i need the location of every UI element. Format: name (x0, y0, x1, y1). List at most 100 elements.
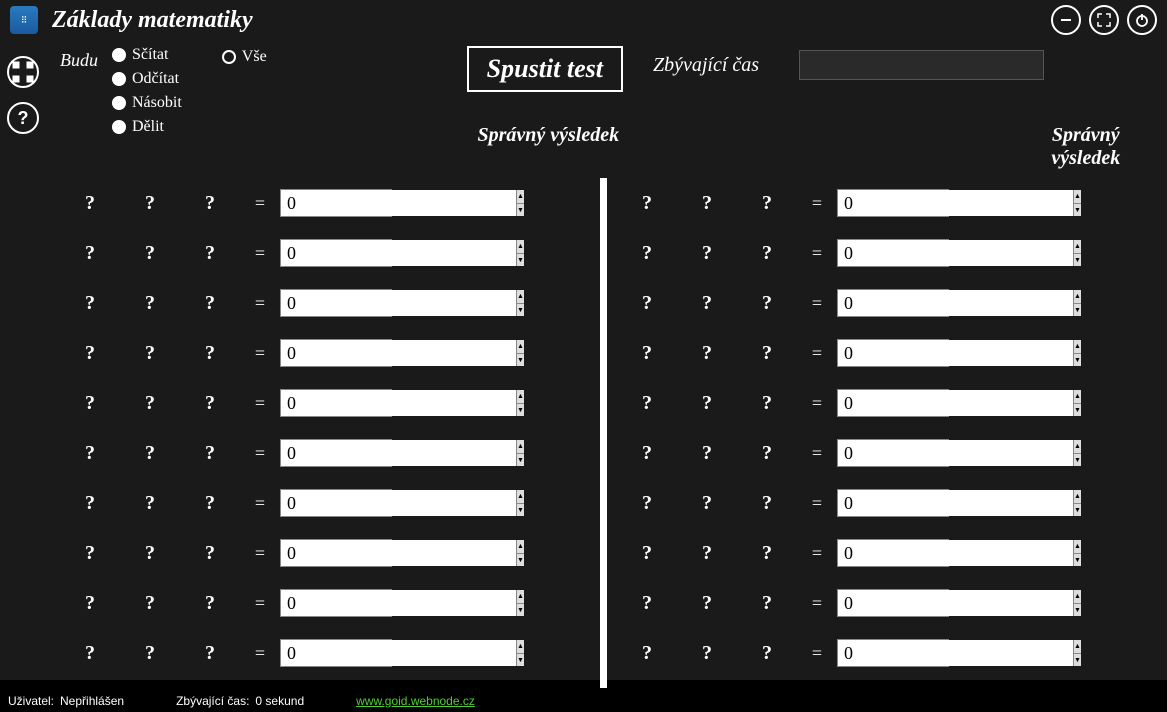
answer-spinner[interactable]: ▲▼ (837, 189, 949, 217)
answer-spinner[interactable]: ▲▼ (280, 489, 392, 517)
spinner-down-icon[interactable]: ▼ (517, 354, 524, 367)
spinner-up-icon[interactable]: ▲ (1074, 290, 1081, 304)
spinner-up-icon[interactable]: ▲ (517, 340, 524, 354)
answer-input[interactable] (281, 490, 516, 516)
spinner-down-icon[interactable]: ▼ (517, 554, 524, 567)
answer-input[interactable] (838, 590, 1073, 616)
answer-input[interactable] (838, 640, 1073, 666)
spinner-up-icon[interactable]: ▲ (1074, 440, 1081, 454)
spinner-up-icon[interactable]: ▲ (517, 240, 524, 254)
spinner-down-icon[interactable]: ▼ (1074, 554, 1081, 567)
help-button[interactable]: ? (7, 102, 39, 134)
answer-spinner[interactable]: ▲▼ (837, 539, 949, 567)
operator: ? (120, 342, 180, 365)
fullscreen-button[interactable] (1089, 5, 1119, 35)
answer-spinner[interactable]: ▲▼ (837, 589, 949, 617)
spinner-down-icon[interactable]: ▼ (517, 404, 524, 417)
answer-spinner[interactable]: ▲▼ (837, 289, 949, 317)
radio-vse[interactable]: Vše (222, 48, 267, 66)
spinner-up-icon[interactable]: ▲ (1074, 340, 1081, 354)
answer-spinner[interactable]: ▲▼ (837, 439, 949, 467)
spinner-up-icon[interactable]: ▲ (1074, 640, 1081, 654)
answer-input[interactable] (281, 540, 516, 566)
answer-spinner[interactable]: ▲▼ (837, 489, 949, 517)
spinner-up-icon[interactable]: ▲ (517, 290, 524, 304)
answer-spinner[interactable]: ▲▼ (280, 339, 392, 367)
operand-b: ? (180, 642, 240, 665)
spinner-up-icon[interactable]: ▲ (517, 390, 524, 404)
radio-nasobit[interactable]: Násobit (112, 94, 182, 112)
answer-input[interactable] (838, 190, 1073, 216)
minimize-button[interactable] (1051, 5, 1081, 35)
answer-spinner[interactable]: ▲▼ (280, 639, 392, 667)
spinner-down-icon[interactable]: ▼ (517, 454, 524, 467)
spinner-down-icon[interactable]: ▼ (517, 254, 524, 267)
answer-input[interactable] (838, 390, 1073, 416)
spinner-down-icon[interactable]: ▼ (1074, 354, 1081, 367)
answer-input[interactable] (281, 390, 516, 416)
spinner-down-icon[interactable]: ▼ (1074, 254, 1081, 267)
radio-scitat[interactable]: Sčítat (112, 46, 182, 64)
answer-input[interactable] (281, 640, 516, 666)
spinner-down-icon[interactable]: ▼ (1074, 304, 1081, 317)
spinner-down-icon[interactable]: ▼ (1074, 504, 1081, 517)
answer-input[interactable] (281, 190, 516, 216)
spinner-up-icon[interactable]: ▲ (517, 540, 524, 554)
spinner-down-icon[interactable]: ▼ (517, 504, 524, 517)
spinner-up-icon[interactable]: ▲ (517, 640, 524, 654)
answer-spinner[interactable]: ▲▼ (280, 189, 392, 217)
result-mark: ? (400, 492, 460, 515)
answer-spinner[interactable]: ▲▼ (837, 339, 949, 367)
spinner-down-icon[interactable]: ▼ (517, 654, 524, 667)
spinner-down-icon[interactable]: ▼ (517, 604, 524, 617)
answer-spinner[interactable]: ▲▼ (837, 639, 949, 667)
answer-input[interactable] (838, 540, 1073, 566)
spinner-up-icon[interactable]: ▲ (1074, 390, 1081, 404)
operand-b: ? (180, 342, 240, 365)
answer-input[interactable] (838, 240, 1073, 266)
left-column-heading: Správný výsledek (319, 124, 777, 170)
spinner-down-icon[interactable]: ▼ (517, 304, 524, 317)
answer-spinner[interactable]: ▲▼ (837, 239, 949, 267)
spinner-down-icon[interactable]: ▼ (1074, 654, 1081, 667)
spinner-up-icon[interactable]: ▲ (1074, 490, 1081, 504)
menu-button[interactable] (7, 56, 39, 88)
spinner-down-icon[interactable]: ▼ (1074, 404, 1081, 417)
answer-input[interactable] (281, 340, 516, 366)
spinner-up-icon[interactable]: ▲ (517, 490, 524, 504)
answer-input[interactable] (281, 290, 516, 316)
answer-input[interactable] (838, 340, 1073, 366)
answer-spinner[interactable]: ▲▼ (280, 239, 392, 267)
spinner-up-icon[interactable]: ▲ (1074, 190, 1081, 204)
problem-row: ???=▲▼? (617, 228, 1147, 278)
answer-input[interactable] (281, 590, 516, 616)
operand-b: ? (737, 192, 797, 215)
answer-input[interactable] (281, 440, 516, 466)
spinner-up-icon[interactable]: ▲ (1074, 590, 1081, 604)
radio-odcitat[interactable]: Odčítat (112, 70, 182, 88)
power-button[interactable] (1127, 5, 1157, 35)
answer-spinner[interactable]: ▲▼ (280, 539, 392, 567)
start-test-button[interactable]: Spustit test (467, 46, 623, 92)
spinner-up-icon[interactable]: ▲ (1074, 240, 1081, 254)
answer-input[interactable] (838, 490, 1073, 516)
status-link[interactable]: www.goid.webnode.cz (356, 694, 475, 708)
spinner-down-icon[interactable]: ▼ (517, 204, 524, 217)
spinner-up-icon[interactable]: ▲ (1074, 540, 1081, 554)
answer-spinner[interactable]: ▲▼ (280, 589, 392, 617)
answer-spinner[interactable]: ▲▼ (837, 389, 949, 417)
spinner-down-icon[interactable]: ▼ (1074, 204, 1081, 217)
answer-input[interactable] (838, 290, 1073, 316)
answer-spinner[interactable]: ▲▼ (280, 289, 392, 317)
answer-input[interactable] (281, 240, 516, 266)
spinner-down-icon[interactable]: ▼ (1074, 454, 1081, 467)
spinner-down-icon[interactable]: ▼ (1074, 604, 1081, 617)
answer-spinner[interactable]: ▲▼ (280, 439, 392, 467)
answer-spinner[interactable]: ▲▼ (280, 389, 392, 417)
spinner-up-icon[interactable]: ▲ (517, 190, 524, 204)
spinner-up-icon[interactable]: ▲ (517, 590, 524, 604)
spinner-up-icon[interactable]: ▲ (517, 440, 524, 454)
answer-input[interactable] (838, 440, 1073, 466)
problem-row: ???=▲▼? (617, 528, 1147, 578)
problem-row: ???=▲▼? (60, 178, 590, 228)
